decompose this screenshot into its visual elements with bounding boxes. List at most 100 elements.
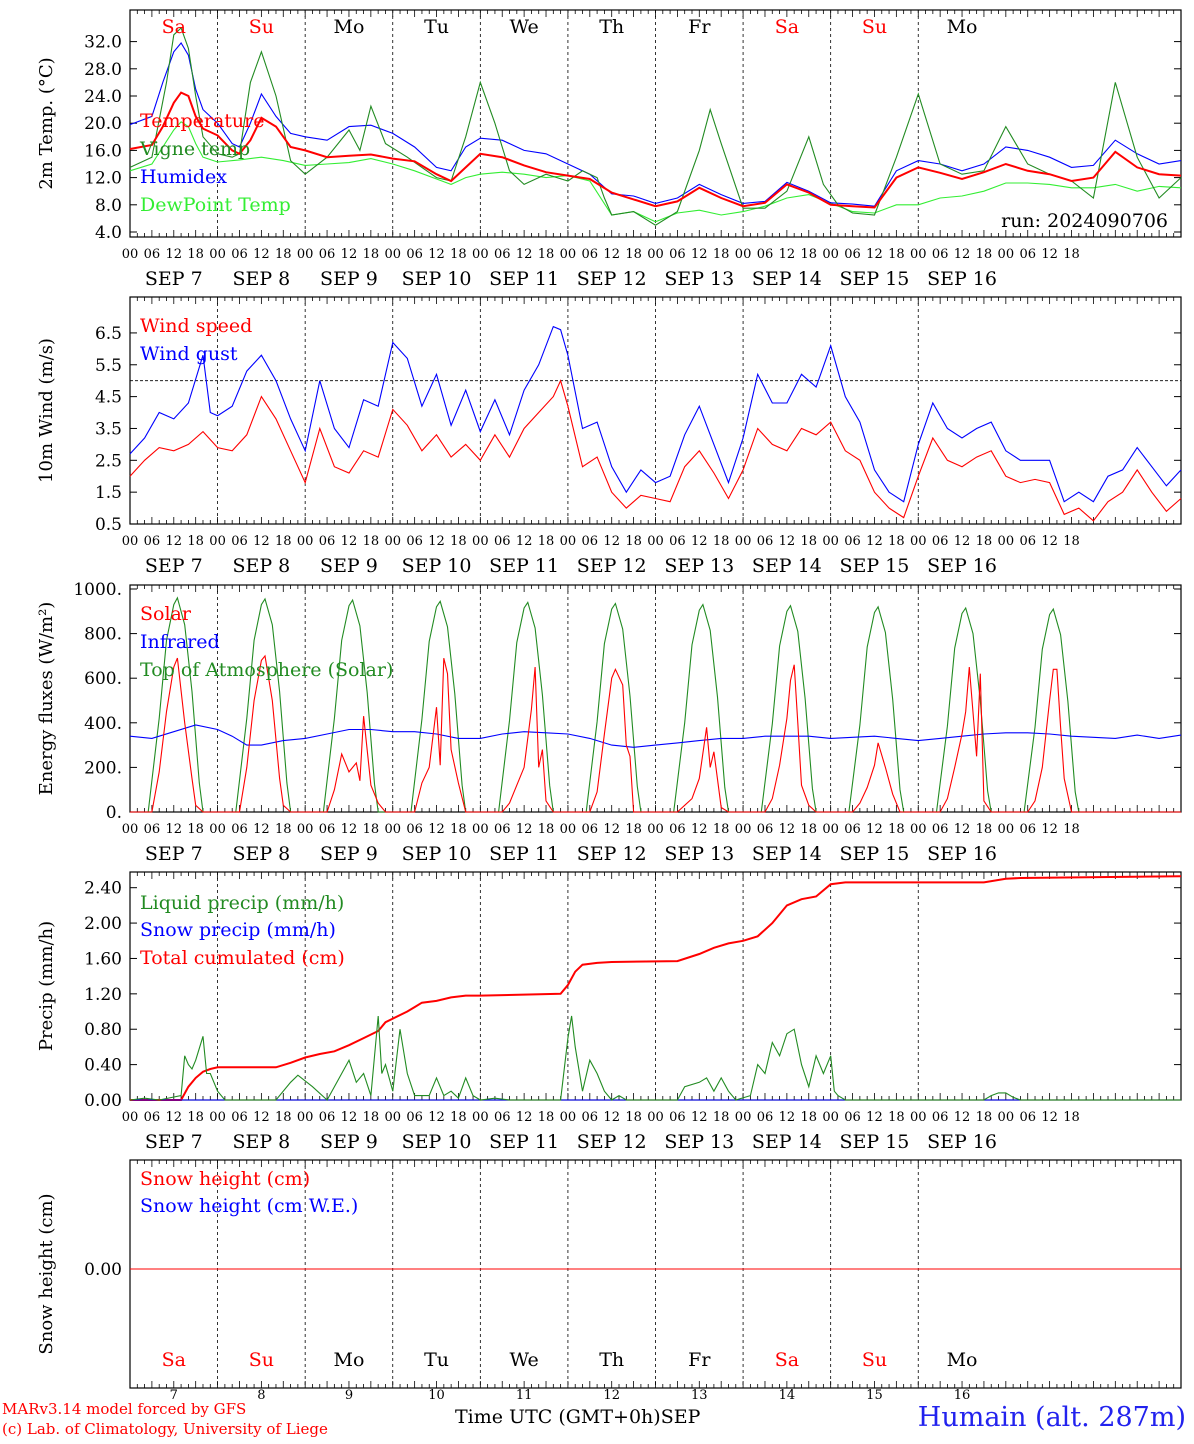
y-tick-label: 1.20 (84, 985, 122, 1005)
hour-label: 00 (122, 247, 139, 262)
hour-label: 12 (954, 822, 971, 837)
y-tick-label: 2.00 (84, 914, 122, 934)
hour-label: 18 (538, 534, 555, 549)
hour-label: 12 (516, 534, 533, 549)
hour-label: 18 (976, 822, 993, 837)
day-number: 16 (954, 1388, 971, 1403)
legend-entry: Infrared (140, 631, 220, 653)
hour-label: 12 (428, 247, 445, 262)
day-number: 12 (603, 1388, 620, 1403)
y-tick-label: 0.40 (84, 1056, 122, 1076)
hour-label: 06 (932, 247, 949, 262)
hour-label: 18 (187, 247, 204, 262)
hour-label: 18 (625, 247, 642, 262)
hour-label: 18 (275, 534, 292, 549)
hour-label: 00 (209, 247, 226, 262)
day-name-top: Th (599, 16, 624, 38)
hour-label: 00 (910, 247, 927, 262)
hour-label: 12 (954, 247, 971, 262)
hour-label: 12 (253, 822, 270, 837)
model-credit: MARv3.14 model forced by GFS (2, 1400, 247, 1418)
hour-label: 06 (757, 247, 774, 262)
day-name-bottom: Sa (162, 1349, 186, 1371)
hour-label: 18 (450, 822, 467, 837)
hour-label: 12 (691, 534, 708, 549)
date-label: SEP 9 (320, 268, 378, 290)
day-name-top: Su (249, 16, 274, 38)
hour-label: 12 (603, 247, 620, 262)
y-tick-label: 5.5 (95, 356, 122, 376)
hour-label: 00 (735, 534, 752, 549)
day-name-top: Tu (424, 16, 449, 38)
legend-entry: Snow precip (mm/h) (140, 919, 336, 941)
hour-label: 18 (976, 534, 993, 549)
y-tick-label: 400. (84, 714, 122, 734)
y-axis-title: Energy fluxes (W/m²) (36, 602, 57, 796)
hour-label: 00 (297, 1110, 314, 1125)
hour-label: 06 (932, 1110, 949, 1125)
date-label: SEP 11 (489, 268, 559, 290)
hour-label: 06 (406, 1110, 423, 1125)
date-label: SEP 11 (489, 555, 559, 577)
day-name-bottom: We (510, 1349, 539, 1371)
hour-label: 00 (998, 534, 1015, 549)
hour-label: 00 (122, 534, 139, 549)
hour-label: 06 (932, 822, 949, 837)
hour-label: 06 (669, 247, 686, 262)
hour-label: 18 (713, 534, 730, 549)
hour-label: 06 (757, 822, 774, 837)
hour-label: 18 (976, 1110, 993, 1125)
hour-label: 06 (757, 1110, 774, 1125)
y-tick-label: 6.5 (95, 324, 122, 344)
day-name-bottom: Su (862, 1349, 887, 1371)
y-axis-title: 10m Wind (m/s) (36, 338, 57, 483)
series-line (129, 325, 1182, 503)
hour-label: 06 (231, 1110, 248, 1125)
hour-label: 06 (406, 247, 423, 262)
hour-label: 12 (779, 534, 796, 549)
date-label: SEP 15 (840, 843, 910, 865)
date-label: SEP 7 (145, 555, 203, 577)
hour-label: 18 (275, 1110, 292, 1125)
hour-label: 06 (757, 534, 774, 549)
hour-label: 12 (691, 1110, 708, 1125)
hour-label: 00 (209, 534, 226, 549)
y-axis-title: 2m Temp. (°C) (36, 57, 57, 189)
hour-label: 06 (319, 247, 336, 262)
hour-label: 12 (691, 822, 708, 837)
hour-label: 18 (625, 822, 642, 837)
y-tick-label: 0. (106, 803, 122, 823)
hour-label: 00 (384, 822, 401, 837)
legend-entry: DewPoint Temp (140, 194, 291, 216)
hour-label: 06 (844, 822, 861, 837)
hour-label: 18 (888, 1110, 905, 1125)
y-axis-title: Precip (mm/h) (36, 921, 57, 1051)
y-tick-label: 28.0 (84, 60, 122, 80)
hour-label: 06 (319, 822, 336, 837)
series-line (129, 91, 1182, 209)
date-label: SEP 9 (320, 555, 378, 577)
hour-label: 00 (384, 534, 401, 549)
day-number: 14 (779, 1388, 796, 1403)
y-tick-label: 3.5 (95, 419, 122, 439)
hour-label: 18 (363, 1110, 380, 1125)
legend-entry: Top of Atmosphere (Solar) (140, 659, 393, 681)
legend-entry: Humidex (140, 166, 227, 188)
date-label: SEP 7 (145, 268, 203, 290)
hour-label: 18 (800, 1110, 817, 1125)
hour-label: 12 (428, 822, 445, 837)
hour-label: 18 (363, 534, 380, 549)
hour-label: 00 (297, 247, 314, 262)
month-label: SEP (660, 1406, 701, 1428)
date-label: SEP 15 (840, 555, 910, 577)
hour-label: 18 (976, 247, 993, 262)
hour-label: 06 (406, 822, 423, 837)
hour-label: 12 (166, 1110, 183, 1125)
hour-label: 06 (494, 1110, 511, 1125)
hour-label: 18 (363, 247, 380, 262)
y-tick-label: 12.0 (84, 169, 122, 189)
hour-label: 00 (647, 247, 664, 262)
hour-label: 12 (1041, 534, 1058, 549)
day-name-top: Mo (334, 16, 365, 38)
